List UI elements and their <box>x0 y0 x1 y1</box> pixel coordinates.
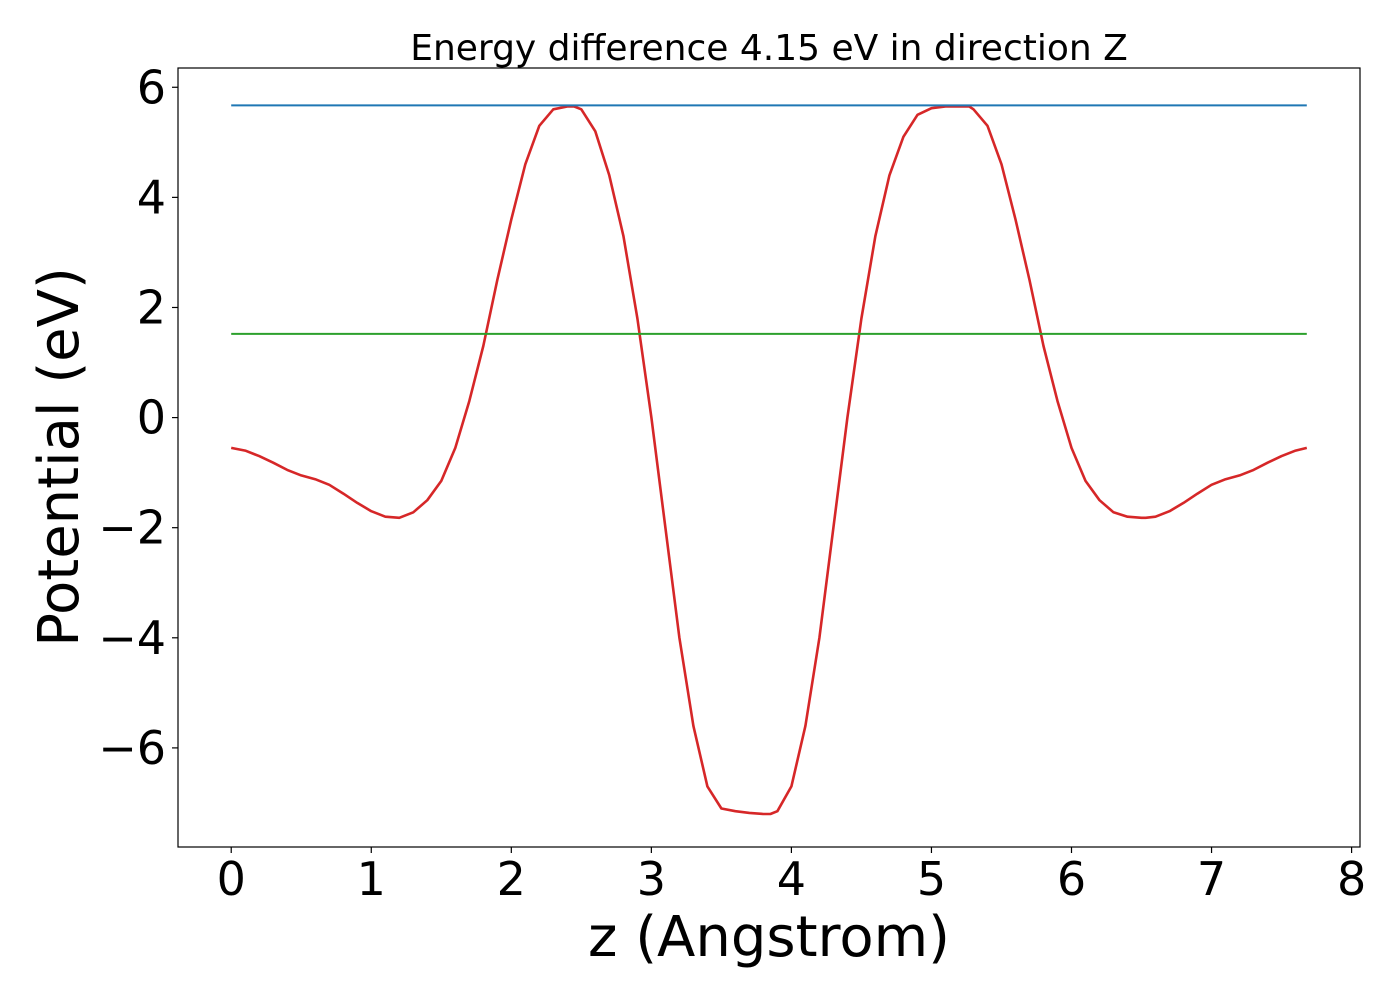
x-tick-label: 8 <box>1337 852 1366 906</box>
x-tick-label: 7 <box>1197 852 1226 906</box>
y-tick-label: −2 <box>98 501 166 555</box>
y-tick-label: 6 <box>137 60 166 114</box>
y-tick-label: −6 <box>98 721 166 775</box>
y-tick-label: 4 <box>137 170 166 224</box>
y-tick-label: −4 <box>98 611 166 665</box>
series-layer <box>230 104 1308 816</box>
series-line-0 <box>230 105 1308 816</box>
y-tick-label: 2 <box>137 280 166 334</box>
x-axis-label: z (Angstrom) <box>588 905 950 970</box>
plot-frame <box>177 67 1361 848</box>
x-tick-label: 6 <box>1057 852 1086 906</box>
x-tick-label: 2 <box>497 852 526 906</box>
x-tick-label: 3 <box>637 852 666 906</box>
chart-title: Energy difference 4.15 eV in direction Z <box>410 28 1128 69</box>
y-tick-label: 0 <box>137 391 166 445</box>
plot-area <box>177 67 1361 848</box>
x-tick-label: 1 <box>357 852 386 906</box>
x-tick-label: 0 <box>217 852 246 906</box>
y-axis-ticks: 6 4 2 0 −2 −4 −6 <box>98 60 178 775</box>
x-axis-ticks: 0 1 2 3 4 5 6 7 8 <box>217 847 1366 906</box>
x-tick-label: 5 <box>917 852 946 906</box>
x-tick-label: 4 <box>777 852 806 906</box>
y-axis-label: Potential (eV) <box>27 267 92 647</box>
